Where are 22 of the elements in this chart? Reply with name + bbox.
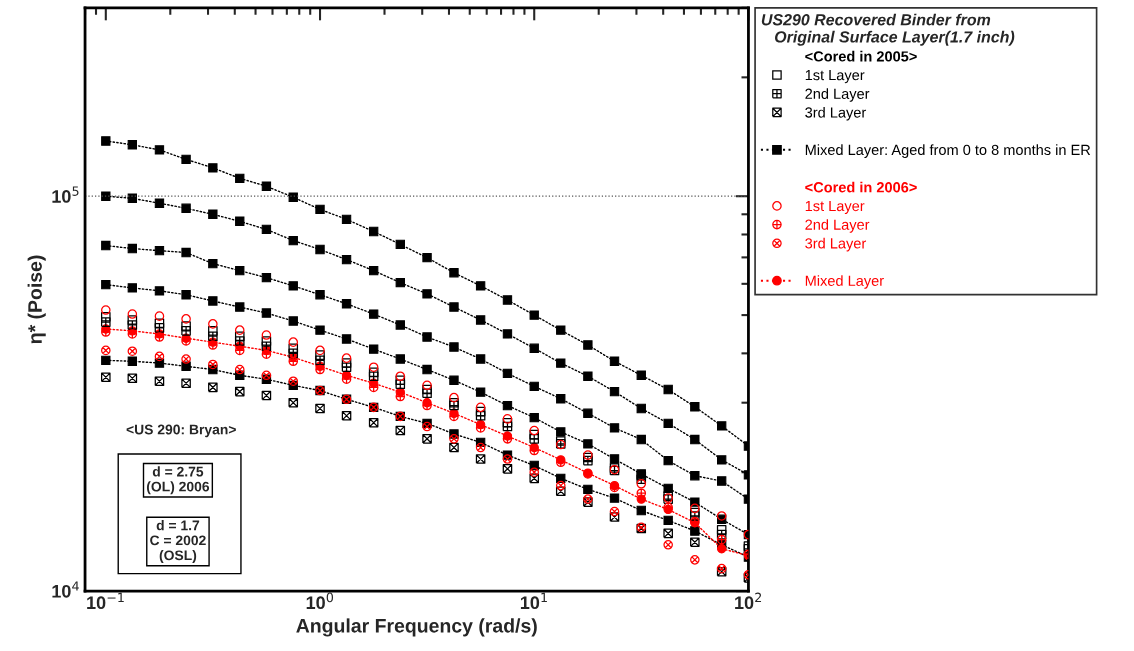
legend-label: 3rd Layer [805, 237, 867, 252]
legend-label: 1st Layer [805, 70, 865, 84]
text: <Cored in 2005> [805, 50, 917, 62]
legend-label: Mixed Layer [805, 275, 884, 289]
x-tick-label: 10$^{2}$ [735, 592, 762, 610]
y-tick-label: 10$^{4}$ [52, 581, 79, 598]
annotation: d = 2.75 (OL) 2006 [146, 466, 210, 495]
y-axis-title: η* (Poise) [27, 255, 46, 344]
legend-label: 1st Layer [805, 200, 865, 215]
legend-title: US290 Recovered Binder from Original Surface Layer(1.7 inch) [761, 13, 1015, 46]
x-axis-title: Angular Frequency (rad/s) [296, 618, 537, 637]
text: <Cored in 2006> [805, 181, 917, 193]
y-tick-label: 10$^{5}$ [52, 186, 79, 203]
legend-label: Mixed Layer: Aged from 0 to 8 months in ER [805, 144, 1091, 158]
annotation: <US 290: Bryan> [126, 424, 236, 438]
legend-label: 3rd Layer [805, 106, 867, 121]
legend-label: 2nd Layer [805, 88, 870, 102]
x-tick-label: 10$^{1}$ [520, 592, 547, 610]
x-tick-label: 10$^{−1}$ [87, 592, 124, 610]
annotation: d = 1.7 C = 2002 (OSL) [150, 520, 206, 563]
x-tick-label: 10$^{0}$ [306, 592, 334, 610]
legend-label: 2nd Layer [805, 219, 870, 233]
